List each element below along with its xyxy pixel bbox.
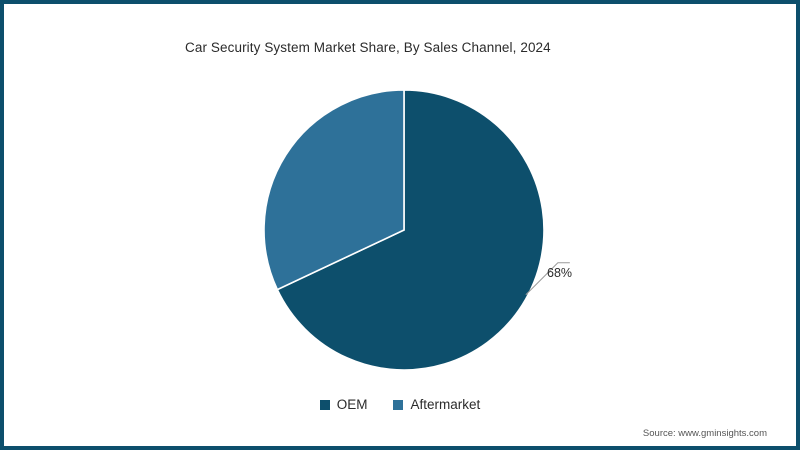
pie-chart: 68% [4,4,796,446]
pie-slices [263,89,545,371]
legend-swatch-icon-oem [319,399,330,410]
pie-slice-oem-value-label: 68% [547,266,573,280]
pie-slice-aftermarket[interactable] [263,89,405,291]
source-attribution: Source: www.gminsights.com [642,428,767,439]
chart-legend: OEM Aftermarket [4,397,796,412]
legend-item-oem[interactable]: OEM [319,397,368,412]
legend-label-aftermarket: Aftermarket [410,397,481,412]
pie-chart-svg [263,89,570,371]
page-title: Car Security System Market Share, By Sal… [185,40,551,55]
legend-label-oem: OEM [336,397,368,412]
pie-slice-oem[interactable] [276,89,545,371]
legend-swatch-icon-aftermarket [393,399,404,410]
data-label-leader-line [525,262,570,296]
legend-item-aftermarket[interactable]: Aftermarket [393,397,480,412]
